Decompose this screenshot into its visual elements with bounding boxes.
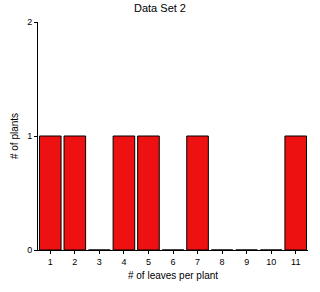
svg-text:11: 11 <box>291 257 300 267</box>
svg-text:0: 0 <box>27 245 32 255</box>
svg-text:9: 9 <box>244 257 249 267</box>
svg-text:8: 8 <box>220 257 225 267</box>
svg-text:10: 10 <box>266 257 276 267</box>
svg-text:2: 2 <box>27 17 32 27</box>
svg-text:4: 4 <box>121 257 126 267</box>
svg-text:Data Set 2: Data Set 2 <box>134 2 186 14</box>
svg-text:3: 3 <box>97 257 102 267</box>
svg-text:5: 5 <box>146 257 151 267</box>
svg-text:# of leaves per plant: # of leaves per plant <box>128 270 218 281</box>
svg-text:7: 7 <box>195 257 200 267</box>
svg-text:# of plants: # of plants <box>9 113 20 159</box>
svg-text:2: 2 <box>72 257 77 267</box>
svg-text:6: 6 <box>170 257 175 267</box>
svg-text:1: 1 <box>48 257 53 267</box>
svg-text:1: 1 <box>27 131 32 141</box>
